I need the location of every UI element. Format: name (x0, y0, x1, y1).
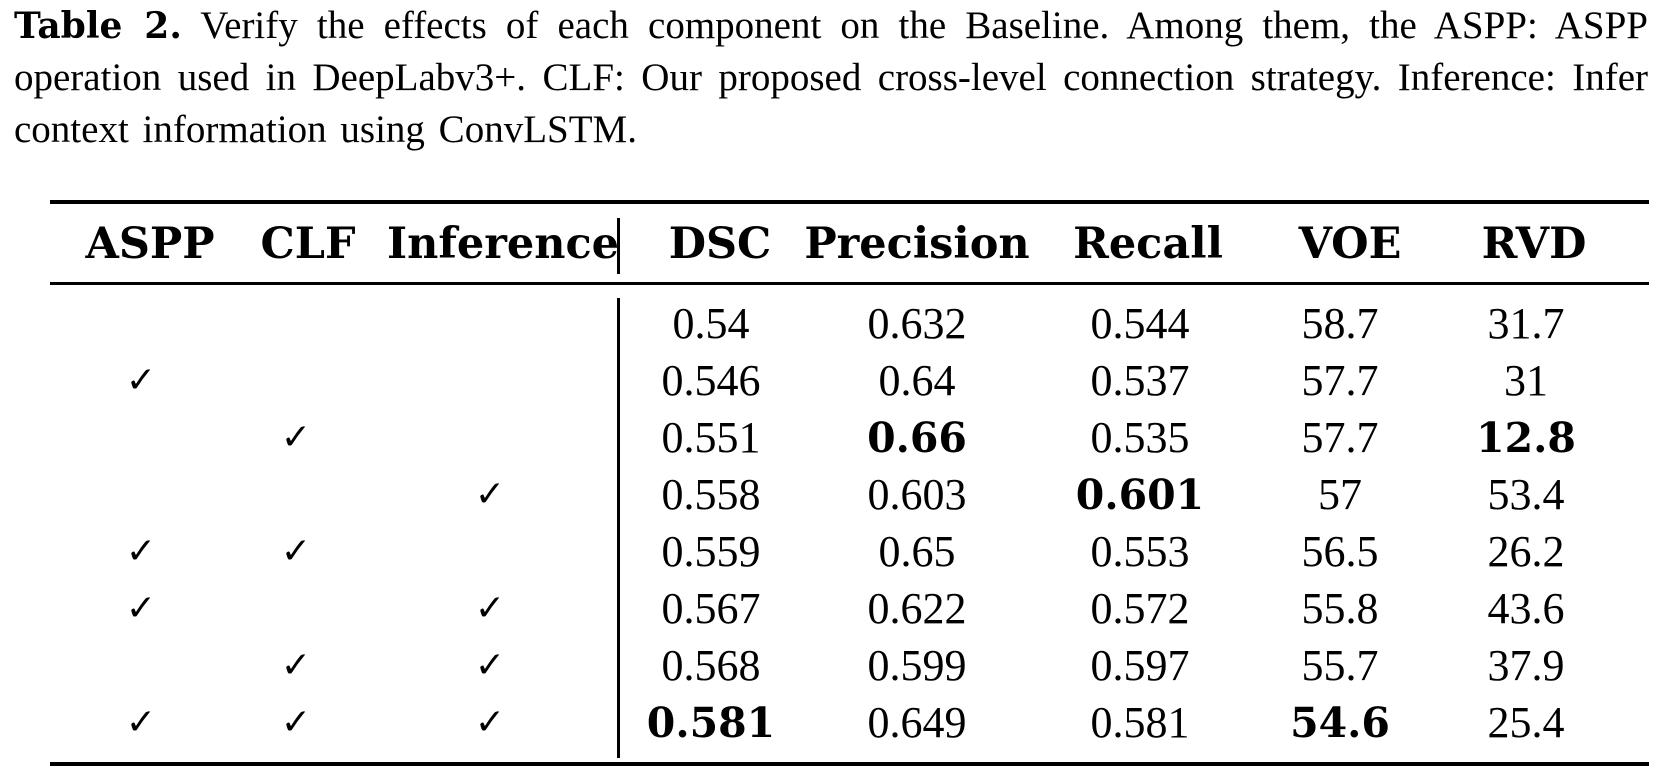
cell-rvd: 26.2 (1487, 527, 1565, 576)
cell-voe: 58.7 (1301, 299, 1379, 348)
cell-recall: 0.544 (1090, 299, 1190, 348)
check-mark-aspp: ✓ (125, 588, 157, 629)
cell-voe: 57 (1318, 470, 1362, 519)
cell-dsc: 0.581 (646, 699, 776, 747)
cell-recall: 0.572 (1090, 584, 1190, 633)
cell-precision: 0.66 (867, 414, 967, 462)
cell-rvd: 25.4 (1487, 698, 1565, 747)
check-mark-inference: ✓ (474, 474, 506, 515)
cell-recall: 0.597 (1090, 641, 1190, 690)
header-column-separator (617, 218, 620, 274)
cell-dsc: 0.559 (661, 527, 761, 576)
cell-rvd: 31 (1504, 356, 1548, 405)
cell-precision: 0.632 (867, 299, 967, 348)
cell-dsc: 0.54 (672, 299, 750, 348)
cell-recall: 0.601 (1075, 471, 1205, 519)
cell-voe: 55.8 (1301, 584, 1379, 633)
cell-recall: 0.535 (1090, 413, 1190, 462)
header-rvd: RVD (1481, 219, 1587, 269)
check-mark-inference: ✓ (474, 645, 506, 686)
caption-text: Verify the effects of each component on … (14, 4, 1648, 151)
check-mark-aspp: ✓ (125, 702, 157, 743)
body-column-separator (617, 298, 620, 758)
check-mark-clf: ✓ (280, 417, 312, 458)
check-mark-aspp: ✓ (125, 531, 157, 572)
cell-precision: 0.64 (878, 356, 956, 405)
header-precision: Precision (804, 219, 1030, 269)
check-mark-clf: ✓ (280, 531, 312, 572)
table-caption: Table 2. Verify the effects of each comp… (14, 0, 1648, 156)
cell-dsc: 0.568 (661, 641, 761, 690)
cell-voe: 56.5 (1301, 527, 1379, 576)
header-dsc: DSC (668, 219, 772, 269)
cell-dsc: 0.567 (661, 584, 761, 633)
cell-rvd: 53.4 (1487, 470, 1565, 519)
cell-precision: 0.599 (867, 641, 967, 690)
check-mark-inference: ✓ (474, 588, 506, 629)
cell-recall: 0.581 (1090, 698, 1190, 747)
cell-dsc: 0.551 (661, 413, 761, 462)
check-mark-clf: ✓ (280, 702, 312, 743)
table-label: Table 2. (14, 5, 182, 47)
top-rule (50, 200, 1649, 204)
cell-dsc: 0.546 (661, 356, 761, 405)
header-clf: CLF (260, 219, 356, 269)
cell-rvd: 12.8 (1476, 414, 1576, 462)
cell-rvd: 37.9 (1487, 641, 1565, 690)
check-mark-inference: ✓ (474, 702, 506, 743)
cell-voe: 57.7 (1301, 413, 1379, 462)
bottom-rule (50, 762, 1649, 766)
cell-rvd: 31.7 (1487, 299, 1565, 348)
cell-precision: 0.65 (878, 527, 956, 576)
header-rule (50, 282, 1649, 285)
cell-precision: 0.622 (867, 584, 967, 633)
header-recall: Recall (1073, 219, 1223, 269)
cell-rvd: 43.6 (1487, 584, 1565, 633)
cell-dsc: 0.558 (661, 470, 761, 519)
header-voe: VOE (1298, 219, 1402, 269)
header-inference: Inference (386, 219, 620, 269)
check-mark-clf: ✓ (280, 645, 312, 686)
cell-recall: 0.553 (1090, 527, 1190, 576)
cell-precision: 0.603 (867, 470, 967, 519)
cell-voe: 57.7 (1301, 356, 1379, 405)
cell-voe: 55.7 (1301, 641, 1379, 690)
check-mark-aspp: ✓ (125, 360, 157, 401)
cell-recall: 0.537 (1090, 356, 1190, 405)
header-aspp: ASPP (85, 219, 215, 269)
cell-voe: 54.6 (1290, 699, 1390, 747)
cell-precision: 0.649 (867, 698, 967, 747)
